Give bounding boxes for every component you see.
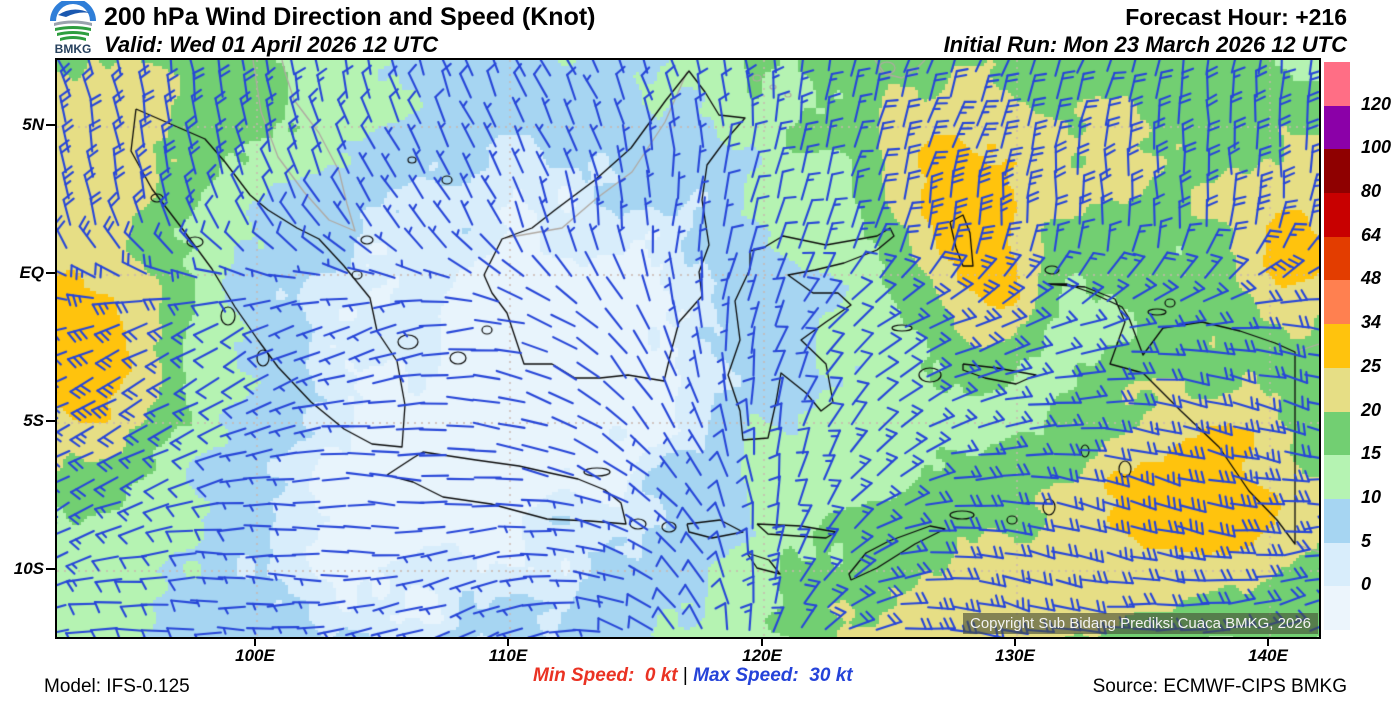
max-speed-text: Max Speed: 30 kt [693,665,853,686]
source-label: Source: ECMWF-CIPS BMKG [1092,676,1347,697]
lon-tick [1014,637,1016,646]
lon-label-130E: 130E [995,646,1035,665]
forecast-hour: Forecast Hour: +216 [1125,4,1347,30]
legend-label-15: 15 [1361,443,1382,464]
page-title: 200 hPa Wind Direction and Speed (Knot) [104,3,596,31]
min-speed-text: Min Speed: 0 kt [533,665,678,686]
model-label: Model: IFS-0.125 [44,676,190,697]
logo-label: BMKG [54,42,92,56]
lon-label-110E: 110E [488,646,528,665]
lon-label-120E: 120E [742,646,782,665]
legend-block-5 [1324,280,1350,325]
lon-label-100E: 100E [235,646,275,665]
lat-tick [46,272,55,274]
legend-label-25: 25 [1361,355,1382,376]
lon-tick [1267,637,1269,646]
legend-block-12 [1324,586,1350,630]
legend-label-80: 80 [1361,181,1382,202]
valid-time: Valid: Wed 01 April 2026 12 UTC [104,32,439,57]
lat-label-5S: 5S [23,411,44,430]
legend-block-3 [1324,193,1350,237]
lat-label-5N: 5N [22,115,44,134]
lat-label-10S: 10S [13,559,44,578]
logo-cloud-swoosh [58,9,90,17]
lat-tick [46,124,55,126]
legend-block-6 [1324,324,1350,368]
legend-block-10 [1324,498,1350,543]
legend-label-5: 5 [1361,530,1372,551]
legend-label-64: 64 [1361,224,1382,245]
legend-label-120: 120 [1361,93,1392,114]
copyright-overlay: Copyright Sub Bidang Prediksi Cuaca BMKG… [962,613,1318,634]
legend-block-11 [1324,542,1350,587]
legend-label-100: 100 [1361,137,1392,158]
legend-block-7 [1324,367,1350,412]
minmax-divider: | [677,665,694,686]
map-frame: Copyright Sub Bidang Prediksi Cuaca BMKG… [55,58,1321,639]
wind-map-canvas [57,60,1319,637]
bmkg-logo-icon [50,1,96,41]
legend-block-9 [1324,455,1350,499]
lat-tick [46,420,55,422]
lon-label-140E: 140E [1248,646,1288,665]
legend-block-2 [1324,149,1350,194]
legend-block-4 [1324,236,1350,281]
lon-tick [761,637,763,646]
legend-block-1 [1324,105,1350,150]
lat-tick [46,568,55,570]
legend-block-8 [1324,411,1350,456]
legend-label-20: 20 [1361,399,1382,420]
legend-label-10: 10 [1361,486,1382,507]
initial-run: Initial Run: Mon 23 March 2026 12 UTC [943,32,1347,57]
lon-tick [507,637,509,646]
legend-label-48: 48 [1361,268,1382,289]
legend-block-0 [1324,62,1350,106]
speed-legend-colorbar [1324,62,1350,630]
minmax-speed-label: Min Speed: 0 kt | Max Speed: 30 kt [533,665,853,687]
legend-label-34: 34 [1361,312,1382,333]
lon-tick [254,637,256,646]
lat-label-EQ: EQ [19,263,44,282]
logo-cloud-arc [50,1,96,21]
legend-label-0: 0 [1361,574,1372,595]
